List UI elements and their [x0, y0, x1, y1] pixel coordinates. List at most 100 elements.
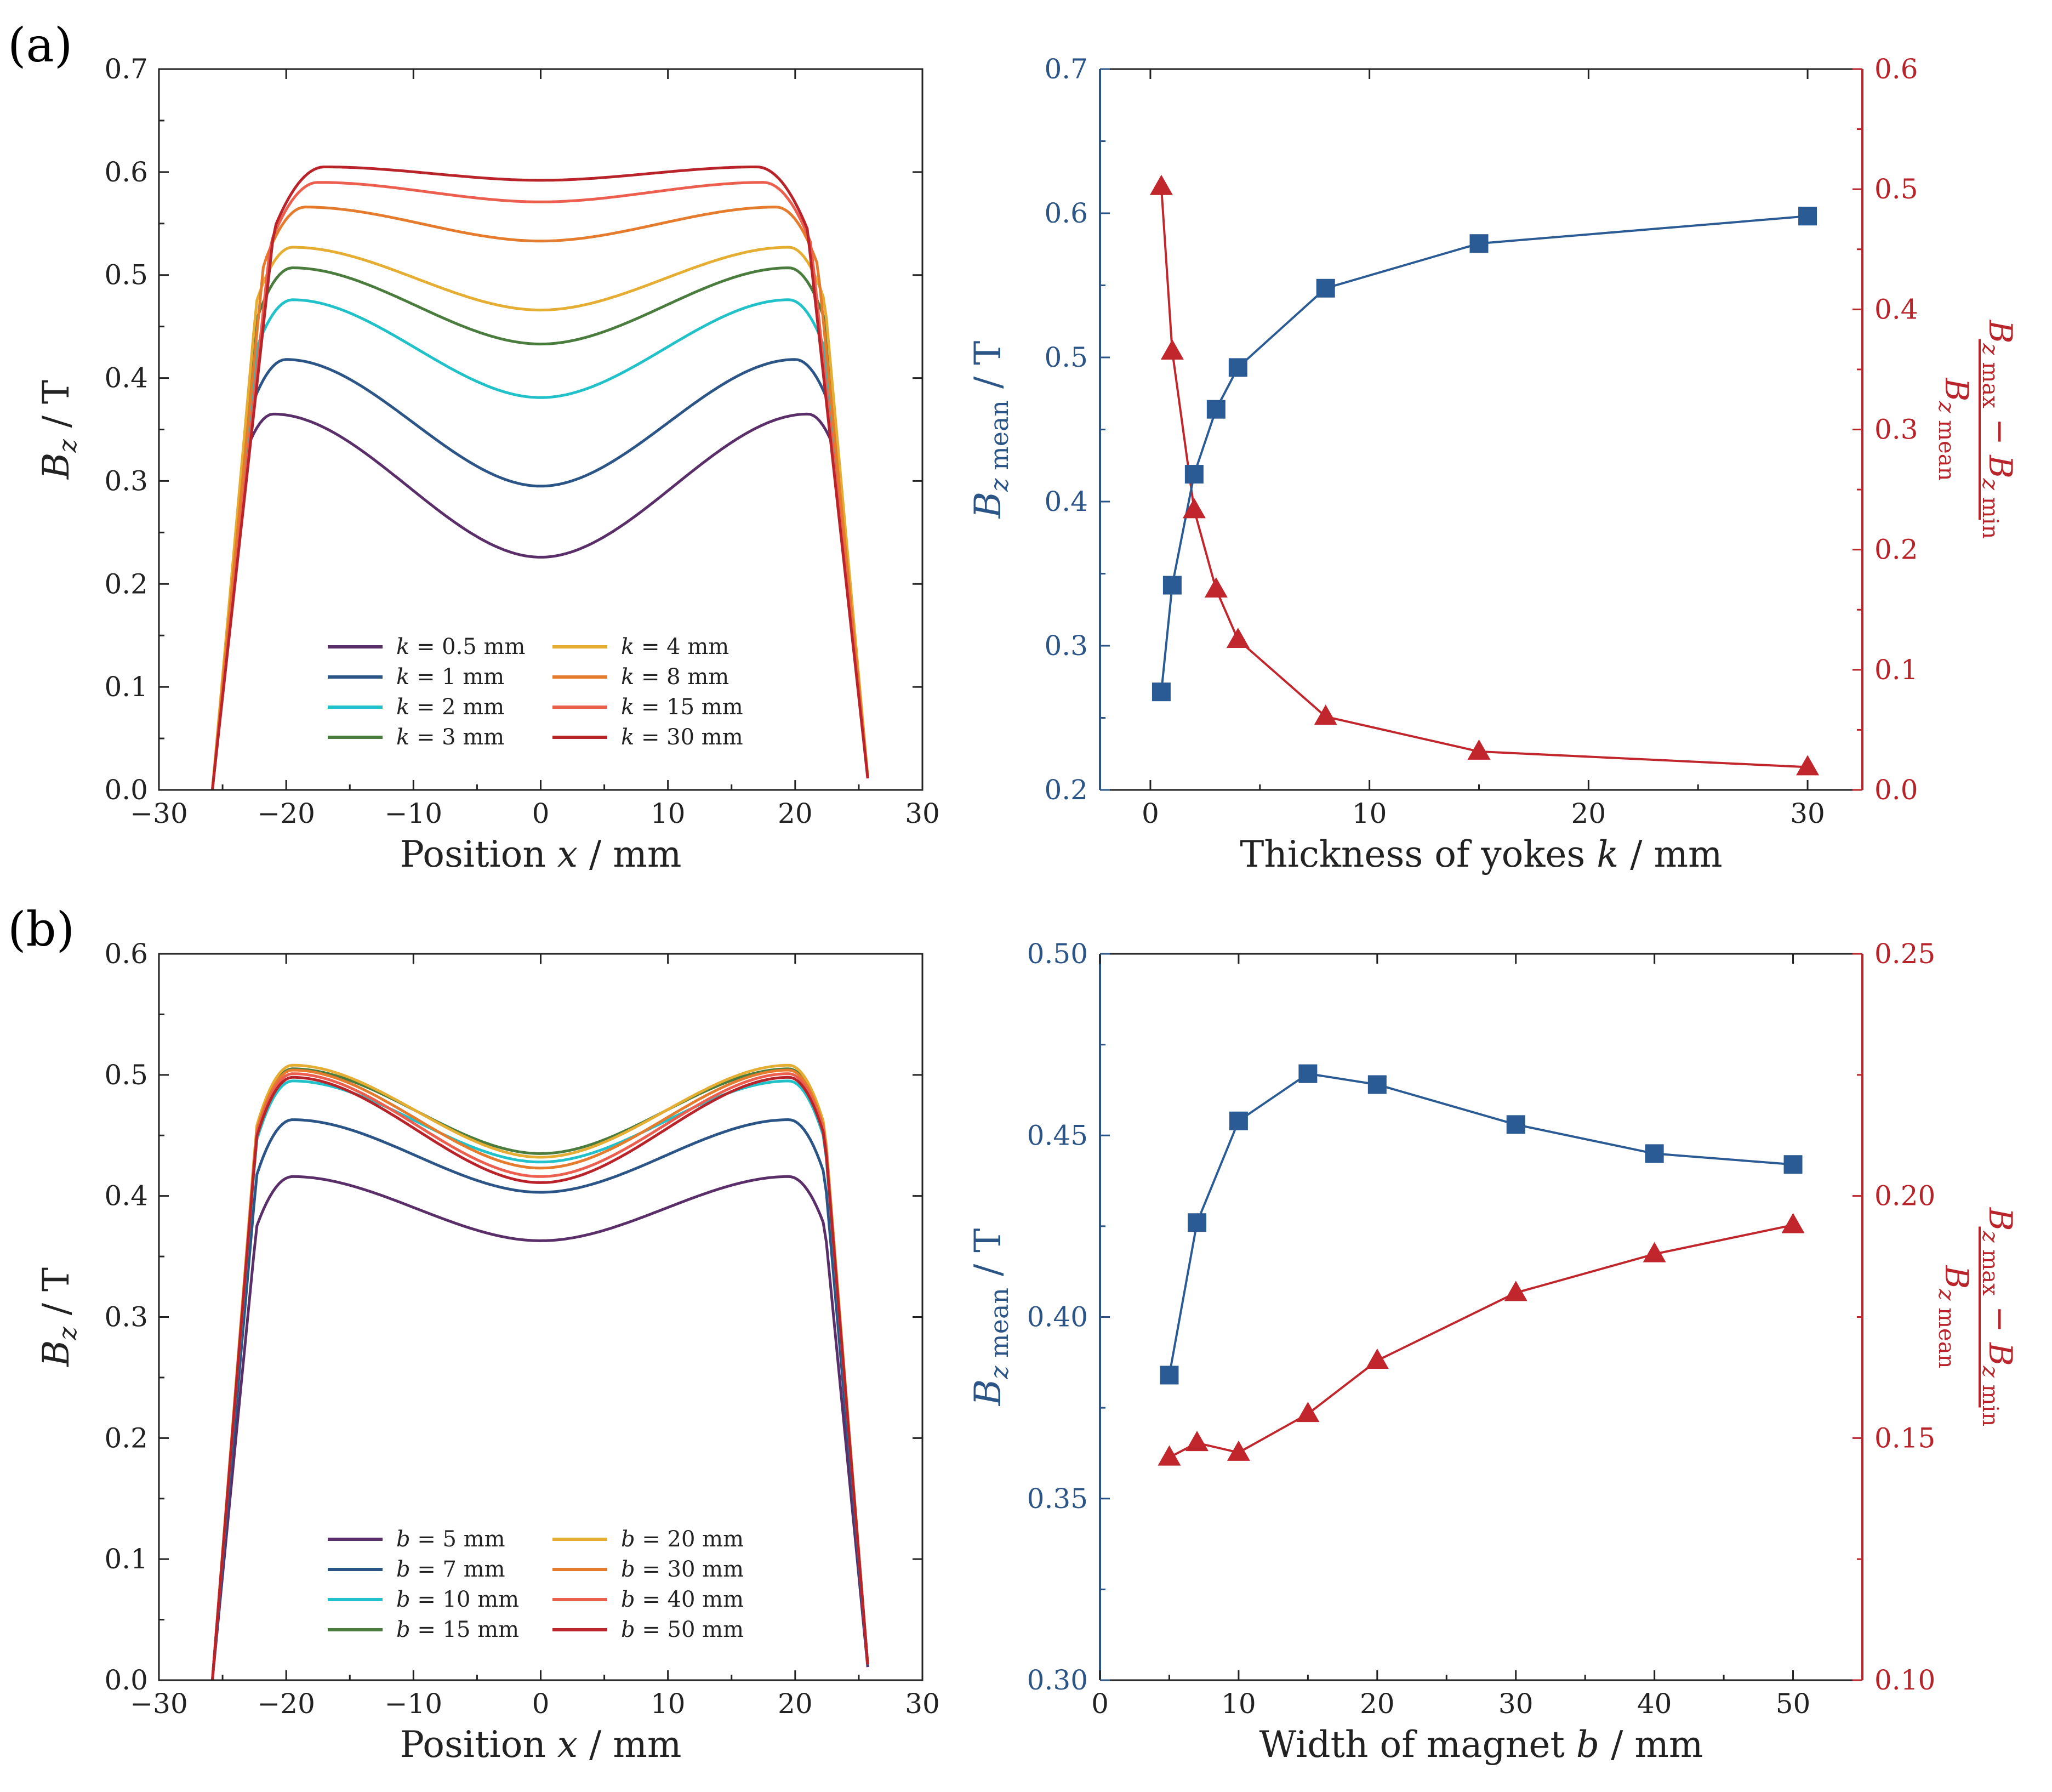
right-tick-label: 0.10 [1874, 1664, 1935, 1696]
series-line [211, 1068, 869, 1681]
x-tick-label: −10 [385, 1688, 443, 1720]
y-tick-label: 0.5 [104, 259, 148, 291]
y-tick-label: 0.2 [104, 1422, 148, 1454]
series-line [211, 246, 869, 790]
mean-series-line [1168, 1072, 1793, 1375]
ratio-series-line [1160, 186, 1808, 769]
legend-entry: b = 10 mm [396, 1587, 519, 1612]
legend-entry: b = 20 mm [621, 1527, 744, 1552]
x-tick-label: 20 [1571, 798, 1606, 829]
left-tick-label: 0.50 [1027, 938, 1088, 970]
y-tick-label: 0.0 [104, 1664, 148, 1696]
left-tick-label: 0.2 [1044, 774, 1088, 806]
left-tick-label: 0.6 [1044, 197, 1088, 229]
mean-marker-square [1206, 400, 1226, 419]
ratio-marker-triangle [1781, 1213, 1805, 1233]
x-tick-label: 50 [1776, 1688, 1811, 1720]
x-axis-title: Position x / mm [400, 1723, 682, 1766]
legend: b = 5 mm b = 7 mm b = 10 mm b = 15 mm b = 20… [328, 1527, 744, 1642]
y-tick-label: 0.1 [104, 671, 148, 703]
x-tick-label: −30 [130, 1688, 188, 1720]
chart-b-magnet-width: 0 10 20 30 40 50 0.30 0.35 0.40 0.45 0.50 0.10 0.15 0… [967, 938, 2019, 1766]
x-tick-label: −20 [257, 798, 315, 829]
x-tick-label: 0 [1142, 798, 1159, 829]
legend-entry: k = 3 mm [396, 725, 504, 750]
x-tick-label: 10 [651, 1688, 686, 1720]
ratio-marker-triangle [1149, 174, 1173, 195]
mean-marker-square [1152, 682, 1171, 702]
y-tick-label: 0.0 [104, 774, 148, 806]
y-tick-label: 0.2 [104, 568, 148, 600]
ratio-marker-triangle [1796, 755, 1820, 776]
right-tick-label: 0.15 [1874, 1422, 1935, 1454]
ratio-marker-triangle [1296, 1402, 1320, 1423]
left-tick-label: 0.7 [1044, 53, 1088, 85]
mean-marker-square [1367, 1075, 1387, 1094]
series-line [211, 1067, 869, 1681]
series-line [211, 1118, 869, 1681]
legend-entry: k = 4 mm [621, 634, 729, 659]
chart-a-yoke-thickness: 0 10 20 30 0.2 0.3 0.4 0.5 0.6 0.7 0.0 0.1 0.2 0.3 0.4… [967, 53, 2019, 875]
left-tick-label: 0.40 [1027, 1301, 1088, 1333]
left-axis-title: Bz mean / T [967, 341, 1014, 519]
panel-label-a: (a) [8, 18, 72, 73]
x-tick-label: 0 [532, 1688, 550, 1720]
legend-entry: k = 2 mm [396, 695, 504, 720]
ratio-denominator: Bz mean [1934, 378, 1975, 481]
legend-entry: k = 0.5 mm [396, 634, 525, 659]
x-tick-label: 30 [905, 1688, 940, 1720]
ratio-marker-triangle [1158, 1445, 1181, 1466]
legend-entry: k = 15 mm [621, 695, 743, 720]
ratio-marker-triangle [1314, 704, 1337, 725]
legend-entry: b = 7 mm [396, 1557, 505, 1582]
legend-entry: k = 8 mm [621, 664, 729, 690]
x-tick-label: 20 [778, 798, 813, 829]
mean-marker-square [1228, 358, 1247, 377]
y-tick-label: 0.3 [104, 465, 148, 497]
mean-marker-square [1316, 278, 1335, 298]
mean-marker-square [1645, 1144, 1664, 1163]
series-line [211, 298, 869, 790]
x-axis-title: Position x / mm [400, 833, 682, 875]
y-tick-label: 0.4 [104, 362, 148, 394]
chart-a-field-profiles: −30 −20 −10 0 10 20 30 0.0 0.1 0.2 0.3 0.4 0.5 0.6 0.7… [35, 53, 940, 875]
left-tick-label: 0.3 [1044, 630, 1088, 662]
series-line [211, 1079, 869, 1681]
x-tick-label: 0 [532, 798, 550, 829]
mean-marker-square [1162, 576, 1182, 595]
series-line [211, 181, 869, 790]
ratio-marker-triangle [1365, 1349, 1389, 1369]
series-line [211, 1076, 869, 1681]
y-tick-label: 0.7 [104, 53, 148, 85]
x-axis-title: Width of magnet b / mm [1259, 1723, 1703, 1766]
left-tick-label: 0.4 [1044, 486, 1088, 517]
ratio-numerator: Bz max − Bz min [1977, 1207, 2019, 1426]
mean-marker-square [1469, 234, 1489, 253]
left-tick-label: 0.5 [1044, 342, 1088, 373]
legend-entry: b = 50 mm [621, 1617, 744, 1642]
y-tick-label: 0.6 [104, 156, 148, 188]
ratio-denominator: Bz mean [1934, 1265, 1975, 1369]
x-tick-label: −10 [385, 798, 443, 829]
legend-entry: b = 15 mm [396, 1617, 519, 1642]
legend-entry: b = 30 mm [621, 1557, 744, 1582]
mean-marker-square [1229, 1111, 1248, 1130]
ratio-marker-triangle [1467, 739, 1491, 760]
x-tick-label: 20 [778, 1688, 813, 1720]
series-line [211, 358, 869, 790]
left-axis-title: Bz mean / T [967, 1228, 1014, 1407]
right-tick-label: 0.6 [1874, 53, 1918, 85]
series-line [211, 1063, 869, 1681]
ratio-marker-triangle [1227, 1440, 1250, 1461]
x-tick-label: 20 [1360, 1688, 1395, 1720]
series-line [211, 412, 869, 790]
x-tick-label: 0 [1091, 1688, 1109, 1720]
plot-frame [158, 953, 924, 1681]
series-line [211, 266, 869, 790]
y-axis-title: Bz / T [35, 1267, 82, 1367]
ratio-marker-triangle [1204, 577, 1228, 598]
right-tick-label: 0.5 [1874, 173, 1918, 205]
mean-marker-square [1160, 1366, 1179, 1385]
y-axis-title: Bz / T [35, 380, 82, 480]
